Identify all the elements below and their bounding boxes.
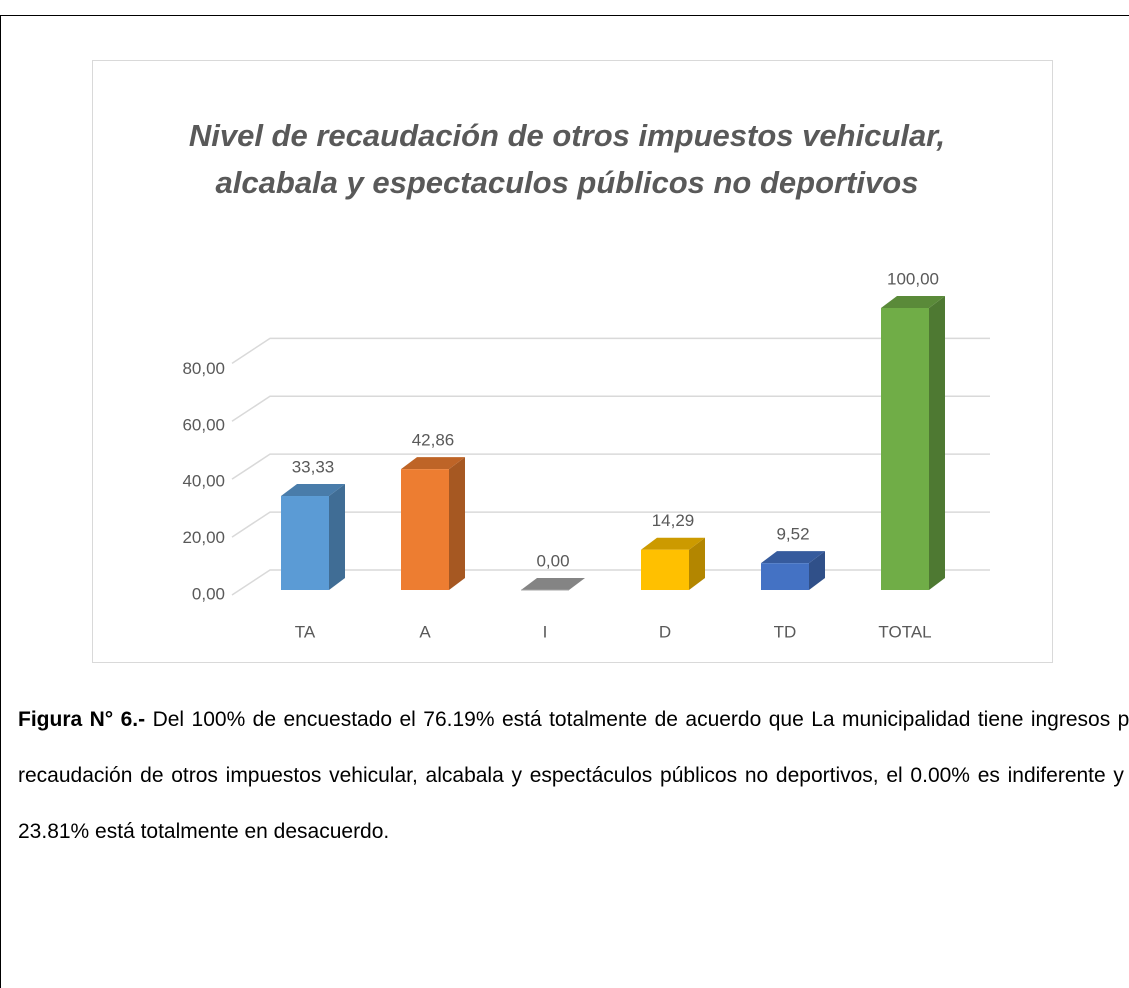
x-tick-label: I: [543, 622, 548, 641]
x-tick-label: D: [659, 622, 671, 641]
bar-top: [641, 537, 705, 550]
y-tick-label: 0,00: [192, 584, 225, 603]
bar: [881, 308, 929, 590]
x-tick-label: TD: [774, 622, 797, 641]
data-label: 33,33: [292, 457, 335, 476]
caption-text: Del 100% de encuestado el 76.19% está to…: [18, 708, 1129, 843]
bar-side: [929, 296, 945, 590]
y-tick-label: 80,00: [182, 359, 225, 378]
bar-side: [329, 484, 345, 590]
data-label: 9,52: [776, 525, 809, 544]
data-label: 14,29: [652, 511, 695, 530]
grid-line: [231, 395, 990, 422]
bar-side: [689, 537, 705, 590]
bar-top: [521, 578, 585, 590]
data-label: 0,00: [536, 551, 569, 570]
y-tick-label: 20,00: [182, 528, 225, 547]
caption-label: Figura N° 6.-: [18, 708, 146, 731]
caption: Figura N° 6.- Del 100% de encuestado el …: [18, 692, 1129, 860]
y-tick-label: 40,00: [182, 472, 225, 491]
bar: [401, 469, 449, 590]
bar: [281, 496, 329, 590]
chart-area: [92, 60, 1053, 663]
grid-line: [231, 569, 990, 596]
data-label: 42,86: [412, 431, 455, 450]
page-border: [0, 15, 1129, 988]
grid-line: [231, 337, 990, 364]
bar-side: [809, 551, 825, 590]
x-tick-label: TOTAL: [878, 622, 931, 641]
bar-top: [281, 484, 345, 497]
data-label: 100,00: [887, 269, 939, 288]
bar-top: [761, 551, 825, 564]
bar-side: [449, 457, 465, 590]
bar: [761, 563, 809, 590]
bar: [641, 549, 689, 590]
bar-top: [401, 457, 465, 470]
y-tick-label: 60,00: [182, 415, 225, 434]
x-tick-label: A: [419, 622, 431, 641]
chart-title: Nivel de recaudación de otros impuestos …: [188, 118, 946, 200]
bar-top: [881, 296, 945, 308]
x-tick-label: TA: [295, 622, 316, 641]
grid-line: [231, 511, 990, 538]
grid-line: [231, 453, 990, 480]
